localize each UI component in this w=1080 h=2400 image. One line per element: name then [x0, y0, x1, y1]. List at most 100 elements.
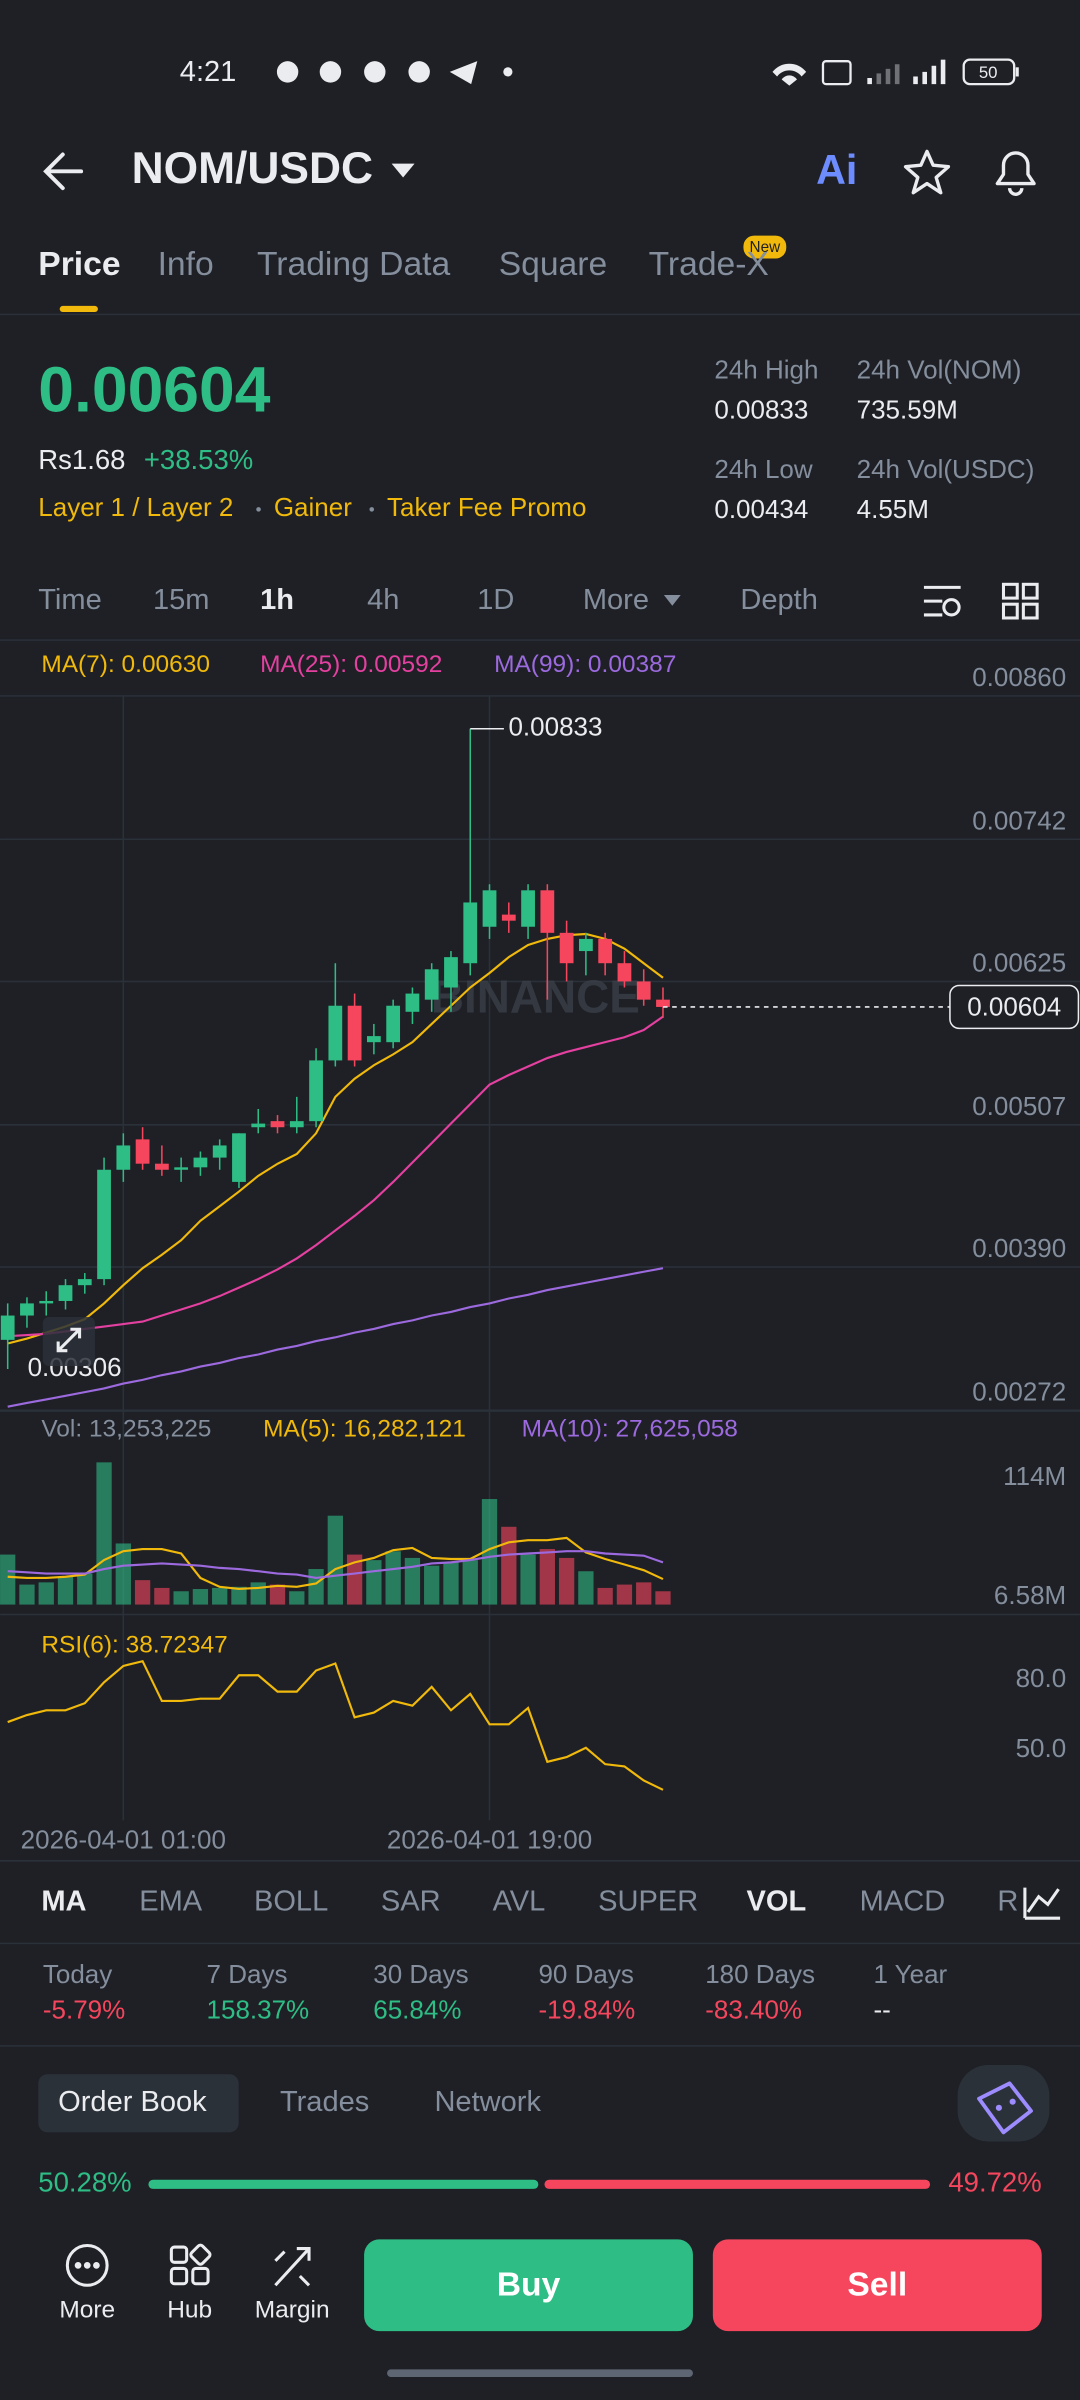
action-label[interactable]: Buy: [497, 2267, 561, 2304]
perf-value: -19.84%: [538, 1994, 635, 2024]
volume-bar: [539, 1549, 555, 1605]
candle-body: [39, 1300, 54, 1304]
assistant-icon[interactable]: [957, 2065, 1050, 2142]
book-tab[interactable]: Trades: [280, 2086, 369, 2118]
interval[interactable]: 15m: [153, 584, 210, 616]
indicator-tab[interactable]: EMA: [139, 1886, 203, 1918]
vol-tick-label: 114M: [1003, 1461, 1066, 1491]
indicator-tab[interactable]: SUPER: [598, 1886, 698, 1918]
candle-body: [598, 938, 613, 964]
volume-bar: [115, 1543, 131, 1605]
sell-ratio: 49.72%: [948, 2167, 1041, 2198]
interval[interactable]: More: [583, 584, 649, 616]
candle-body: [386, 1005, 401, 1043]
tab[interactable]: Info: [158, 246, 214, 283]
home-indicator: [387, 2369, 693, 2378]
action-button[interactable]: [364, 2239, 693, 2332]
action-label[interactable]: Sell: [847, 2267, 907, 2304]
indicator-tab[interactable]: R: [997, 1886, 1018, 1918]
stat-label: 24h Vol(NOM): [857, 355, 1022, 385]
nav-label[interactable]: More: [59, 2297, 115, 2324]
volume-bar: [520, 1554, 536, 1605]
favorite-icon[interactable]: [903, 149, 951, 195]
y-tick-label: 0.00390: [972, 1233, 1066, 1263]
active-tab-underline: [59, 305, 98, 313]
volume-bar: [269, 1584, 286, 1605]
volume-bar: [289, 1591, 305, 1605]
tab[interactable]: Trading Data: [257, 246, 451, 283]
expand-icon[interactable]: [56, 1327, 82, 1353]
pair-dropdown[interactable]: [391, 163, 415, 178]
indicator-tab[interactable]: BOLL: [254, 1886, 328, 1918]
indicator-settings-icon[interactable]: [1023, 1887, 1061, 1920]
candle-body: [309, 1060, 323, 1122]
stat-value: 4.55M: [857, 494, 929, 524]
action-button[interactable]: [712, 2239, 1042, 2332]
interval[interactable]: 4h: [367, 584, 399, 616]
indicator-tab[interactable]: MACD: [860, 1886, 946, 1918]
interval[interactable]: Time: [38, 584, 101, 616]
tab-badge: New: [750, 239, 782, 256]
x-tick-label: 2026-04-01 01:00: [21, 1825, 226, 1855]
volume-bar: [346, 1554, 363, 1605]
y-tick-label: 0.00742: [972, 805, 1066, 835]
indicator-tab[interactable]: VOL: [747, 1886, 807, 1918]
vol-legend: Vol: 13,253,225: [41, 1416, 211, 1443]
tag[interactable]: Layer 1 / Layer 2: [38, 492, 233, 522]
y-tick-label: 0.00860: [972, 662, 1066, 692]
interval[interactable]: 1h: [260, 584, 294, 616]
y-tick-label: 0.00625: [972, 947, 1066, 977]
volume-bar: [655, 1591, 671, 1605]
indicator-tab[interactable]: MA: [41, 1886, 86, 1918]
ai-button[interactable]: Ai: [816, 147, 857, 193]
candle-body: [444, 957, 458, 988]
perf-value: --: [873, 1994, 890, 2024]
volume-bar: [443, 1562, 459, 1605]
nav-label[interactable]: Hub: [167, 2297, 212, 2324]
tab[interactable]: Trade-X: [649, 246, 769, 283]
volume-bar: [404, 1557, 421, 1605]
candle-body: [482, 890, 497, 927]
chart-settings-icons[interactable]: [923, 582, 1039, 620]
indicator-tab[interactable]: AVL: [493, 1886, 546, 1918]
candle-body: [521, 890, 535, 927]
back-icon[interactable]: [43, 152, 84, 191]
active-book-tab-bg: [38, 2074, 239, 2133]
tag[interactable]: Gainer: [274, 492, 352, 522]
pair-title[interactable]: NOM/USDC: [132, 144, 373, 193]
tab[interactable]: Price: [38, 246, 120, 283]
indicator-tab[interactable]: SAR: [381, 1886, 441, 1918]
battery-level: 50: [979, 63, 998, 82]
alert-icon[interactable]: [995, 151, 1036, 196]
buy-ratio-bar: [148, 2179, 539, 2189]
book-tab[interactable]: Network: [434, 2086, 541, 2118]
interval[interactable]: 1D: [477, 584, 514, 616]
vol-ma-line: [7, 1550, 664, 1580]
candle-body: [405, 993, 420, 1012]
perf-label: 7 Days: [207, 1959, 288, 1989]
more-dropdown[interactable]: [663, 595, 681, 606]
candle-body: [251, 1123, 266, 1128]
volume-bar: [38, 1582, 54, 1605]
candle-body: [463, 902, 478, 964]
vol-ma-legend: MA(10): 27,625,058: [522, 1416, 738, 1443]
candle-body: [0, 1315, 15, 1340]
volume-bar: [462, 1560, 478, 1605]
vol-tick-label: 6.58M: [994, 1580, 1066, 1610]
volume-bar: [192, 1589, 209, 1605]
book-tab[interactable]: Order Book: [58, 2086, 207, 2118]
rsi-line: [7, 1659, 664, 1791]
interval[interactable]: Depth: [740, 584, 818, 616]
candle-body: [20, 1303, 34, 1316]
perf-value: 65.84%: [373, 1994, 461, 2024]
volume-bar: [385, 1551, 401, 1605]
tag[interactable]: Taker Fee Promo: [387, 492, 586, 522]
nav-icons[interactable]: [65, 2243, 311, 2287]
vol-ma-legend: MA(5): 16,282,121: [263, 1416, 466, 1443]
last-price-box: [949, 984, 1080, 1030]
volume-bar: [212, 1587, 228, 1605]
ma-line: [7, 932, 664, 1345]
nav-label[interactable]: Margin: [255, 2297, 330, 2324]
tab[interactable]: Square: [499, 246, 607, 283]
